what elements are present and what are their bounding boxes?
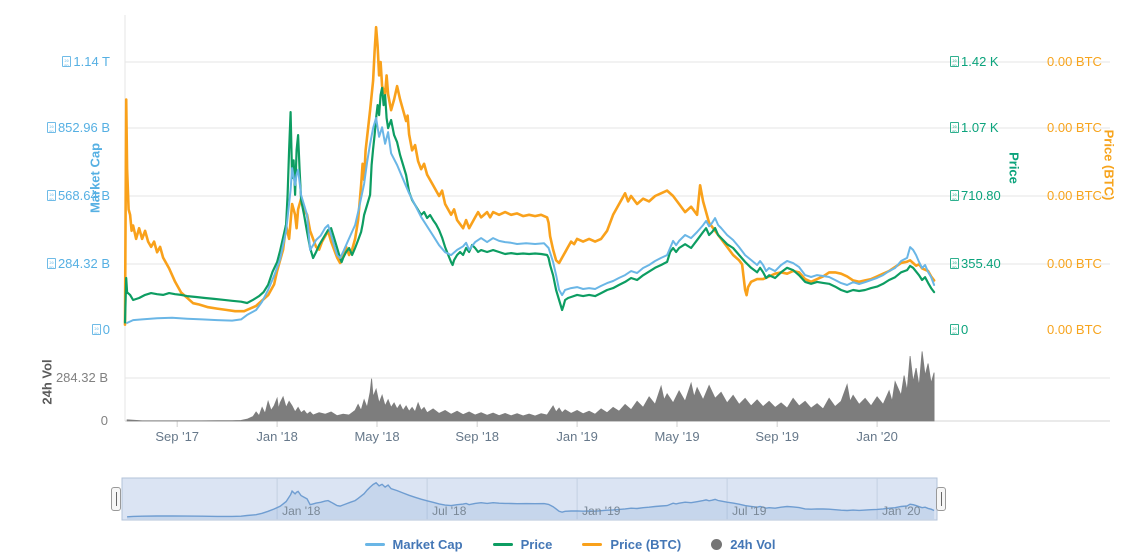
navigator-date-label: Jul '19 <box>732 504 767 518</box>
price-tick-label: 20 BD 0 <box>950 323 968 337</box>
price-tick-label: 20 BD 1.42 K <box>950 55 999 69</box>
missing-glyph-currency-icon: 20 BD <box>950 258 959 270</box>
navigator-date-label: Jan '19 <box>582 504 621 518</box>
legend-label: 24h Vol <box>730 537 776 552</box>
volume-axis-title: 24h Vol <box>39 359 55 405</box>
legend-item-24h-vol[interactable]: 24h Vol <box>711 537 775 552</box>
legend-dash-marker <box>582 543 603 546</box>
missing-glyph-currency-icon: 20 BD <box>46 122 56 134</box>
navigator-left-handle[interactable] <box>111 487 121 511</box>
missing-glyph-currency-icon: 20 BD <box>950 190 959 202</box>
x-axis-label: Sep '17 <box>155 429 200 444</box>
navigator-date-label: Jan '18 <box>282 504 321 518</box>
missing-glyph-currency-icon: 20 BD <box>46 190 56 202</box>
price-tick-label: 20 BD 1.07 K <box>950 121 999 135</box>
x-axis-label: Jan '20 <box>856 429 898 444</box>
price-btc-tick-label: 0.00 BTC <box>1047 54 1102 69</box>
market-cap-tick-label: 20 BD 852.96 B <box>0 121 110 135</box>
price-btc--line[interactable] <box>123 25 936 326</box>
volume-tick-label: 284.32 B <box>55 370 108 385</box>
navigator-area <box>127 482 935 519</box>
price-btc-tick-label: 0.00 BTC <box>1047 188 1102 203</box>
missing-glyph-currency-icon: 20 BD <box>62 56 72 68</box>
volume-tick-label: 0 <box>100 413 108 428</box>
missing-glyph-currency-icon: 20 BD <box>46 258 56 270</box>
navigator-date-label: Jul '18 <box>432 504 467 518</box>
x-axis-label: May '18 <box>354 429 400 444</box>
missing-glyph-currency-icon: 20 BD <box>950 56 959 68</box>
price-axis-title: Price <box>1006 152 1022 184</box>
legend-circle-marker <box>711 539 723 550</box>
market-cap-axis-title: Market Cap <box>87 142 103 214</box>
market-cap-line[interactable] <box>126 116 936 324</box>
legend-dash-marker <box>364 543 385 546</box>
legend-label: Market Cap <box>392 537 463 552</box>
price-tick-label: 20 BD 710.80 <box>950 189 1001 203</box>
market-cap-tick-label: 20 BD 284.32 B <box>0 257 110 271</box>
navigator-series-line <box>127 481 935 518</box>
price-line[interactable] <box>123 86 936 324</box>
x-axis-label: May '19 <box>654 429 700 444</box>
price-btc-tick-label: 0.00 BTC <box>1047 322 1102 337</box>
navigator-date-label: Jan '20 <box>882 504 921 518</box>
missing-glyph-currency-icon: 20 BD <box>950 122 959 134</box>
legend-label: Price <box>520 537 553 552</box>
x-axis-label: Jan '18 <box>256 429 298 444</box>
legend-item-price[interactable]: Price <box>492 537 553 552</box>
market-cap-tick-label: 20 BD 568.64 B <box>0 189 110 203</box>
price-btc-tick-label: 0.00 BTC <box>1047 120 1102 135</box>
price-tick-label: 20 BD 355.40 <box>950 257 1001 271</box>
market-cap-tick-label: 20 BD 0 <box>0 323 110 337</box>
price-btc-axis-title: Price (BTC) <box>1101 129 1117 201</box>
missing-glyph-currency-icon: 20 BD <box>91 324 101 336</box>
price-btc-tick-label: 0.00 BTC <box>1047 256 1102 271</box>
legend-item-market-cap[interactable]: Market Cap <box>364 537 463 552</box>
navigator-right-handle[interactable] <box>936 487 946 511</box>
x-axis-label: Sep '18 <box>455 429 500 444</box>
missing-glyph-currency-icon: 20 BD <box>950 324 959 336</box>
x-axis-label: Jan '19 <box>556 429 598 444</box>
navigator-track[interactable] <box>121 477 938 521</box>
legend-dash-marker <box>492 543 513 546</box>
legend: Market Cap Price Price (BTC) 24h Vol <box>0 537 1140 552</box>
market-cap-tick-label: 20 BD 1.14 T <box>0 55 110 69</box>
legend-label: Price (BTC) <box>610 537 682 552</box>
legend-item-price-btc-[interactable]: Price (BTC) <box>582 537 681 552</box>
x-axis-label: Sep '19 <box>755 429 800 444</box>
volume-bars[interactable] <box>126 351 935 422</box>
